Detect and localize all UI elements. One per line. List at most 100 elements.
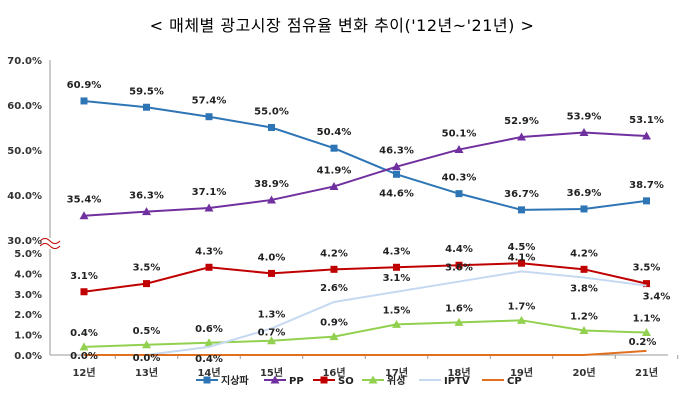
y-tick-label: 70.0% — [7, 56, 42, 67]
data-label-satellite: 0.9% — [320, 318, 348, 329]
y-tick-label: 1.0% — [14, 331, 42, 342]
data-point-terrestrial — [643, 197, 650, 205]
data-label-iptv: 3.6% — [445, 263, 473, 274]
data-point-satellite — [517, 315, 526, 324]
data-point-terrestrial — [330, 144, 338, 152]
series-line-terrestrial — [83, 99, 647, 211]
legend-label-satellite: 위성 — [387, 374, 405, 387]
x-tick-label: 21년 — [635, 366, 658, 379]
y-tick-label: 4.0% — [14, 269, 42, 280]
data-point-so — [455, 261, 463, 269]
data-point-satellite — [79, 342, 89, 351]
series-line-iptv — [84, 270, 647, 356]
x-tick-label: 12년 — [72, 366, 95, 379]
data-label-so: 4.4% — [445, 244, 473, 255]
data-point-satellite — [392, 319, 401, 328]
data-label-so: 3.1% — [70, 271, 98, 282]
data-label-pp: 53.9% — [567, 111, 602, 122]
data-label-pp: 37.1% — [192, 187, 227, 198]
data-point-pp — [642, 131, 651, 140]
x-tick-label: 15년 — [260, 366, 283, 379]
data-label-so: 4.5% — [508, 242, 536, 253]
data-point-terrestrial — [580, 205, 588, 213]
data-label-pp: 35.4% — [67, 195, 102, 206]
data-point-pp — [267, 195, 276, 204]
data-label-terrestrial: 44.6% — [379, 188, 414, 199]
data-label-pp: 36.3% — [129, 191, 164, 202]
data-label-cp: 0.2% — [629, 337, 657, 348]
data-label-so: 3.5% — [633, 263, 661, 274]
legend-label-pp: PP — [289, 376, 304, 387]
data-point-pp — [517, 132, 526, 141]
data-label-satellite: 0.7% — [258, 328, 286, 339]
x-tick-label: 14년 — [197, 366, 220, 379]
data-label-so: 4.3% — [383, 246, 411, 257]
data-point-satellite — [204, 338, 214, 347]
data-point-terrestrial — [268, 124, 275, 131]
chart-title: < 매체별 광고시장 점유율 변화 추이('12년~'21년) > — [149, 16, 535, 35]
data-point-satellite — [267, 336, 276, 345]
data-label-satellite: 1.7% — [508, 301, 536, 312]
data-label-satellite: 0.5% — [133, 326, 161, 337]
data-point-pp — [579, 127, 589, 136]
data-label-satellite: 1.2% — [570, 312, 598, 323]
data-label-terrestrial: 57.4% — [192, 96, 227, 107]
y-tick-label: 40.0% — [7, 191, 42, 202]
x-tick-label: 13년 — [135, 366, 158, 379]
data-label-iptv: 3.4% — [643, 292, 671, 303]
data-label-terrestrial: 36.9% — [567, 188, 602, 199]
data-point-terrestrial — [518, 206, 525, 214]
data-point-so — [143, 280, 150, 288]
data-point-so — [393, 263, 400, 271]
data-point-terrestrial — [205, 113, 213, 121]
data-point-pp — [142, 207, 151, 216]
data-label-so: 4.3% — [195, 246, 223, 257]
data-label-pp: 52.9% — [504, 116, 539, 127]
data-label-pp: 38.9% — [254, 179, 289, 190]
data-label-terrestrial: 38.7% — [629, 180, 664, 191]
data-point-satellite — [329, 332, 339, 341]
legend-marker-satellite — [368, 375, 378, 384]
legend-marker-so — [320, 376, 328, 384]
data-point-terrestrial — [143, 103, 150, 111]
data-label-satellite: 1.5% — [383, 305, 411, 316]
data-point-so — [205, 263, 213, 271]
data-point-so — [80, 288, 88, 296]
data-point-terrestrial — [455, 190, 463, 198]
data-point-so — [643, 280, 650, 288]
data-label-satellite: 0.4% — [70, 328, 98, 339]
legend-label-iptv: IPTV — [444, 376, 470, 387]
data-label-cp: 0.0% — [70, 351, 98, 362]
data-point-satellite — [579, 326, 589, 335]
legend-marker-terrestrial — [203, 376, 211, 384]
legend-label-so: SO — [338, 376, 354, 387]
legend-label-terrestrial: 지상파 — [221, 374, 249, 387]
y-tick-label: 50.0% — [7, 146, 42, 157]
x-tick-label: 19년 — [510, 366, 533, 379]
data-label-terrestrial: 40.3% — [442, 173, 477, 184]
y-tick-label: 30.0% — [7, 236, 42, 247]
series-line-pp — [83, 131, 647, 217]
legend-marker-pp — [270, 375, 280, 384]
data-point-terrestrial — [80, 97, 88, 105]
data-point-so — [518, 259, 525, 267]
series-line-satellite — [83, 319, 647, 348]
data-label-iptv: 3.8% — [570, 283, 598, 294]
y-tick-label: 60.0% — [7, 101, 42, 112]
data-label-iptv: 4.1% — [508, 252, 536, 263]
data-point-pp — [454, 145, 464, 154]
data-label-satellite: 0.6% — [195, 324, 223, 335]
data-label-satellite: 1.6% — [445, 303, 473, 314]
data-label-iptv: 0.0% — [133, 353, 161, 364]
x-tick-label: 18년 — [447, 366, 470, 379]
data-point-pp — [392, 162, 401, 171]
data-label-pp: 41.9% — [317, 165, 352, 176]
y-tick-label: 2.0% — [14, 310, 42, 321]
data-label-so: 3.5% — [133, 263, 161, 274]
data-label-iptv: 1.3% — [258, 309, 286, 320]
data-label-pp: 46.3% — [379, 146, 414, 157]
data-label-terrestrial: 55.0% — [254, 107, 289, 118]
y-tick-label: 3.0% — [14, 290, 42, 301]
legend-label-cp: CP — [507, 376, 522, 387]
